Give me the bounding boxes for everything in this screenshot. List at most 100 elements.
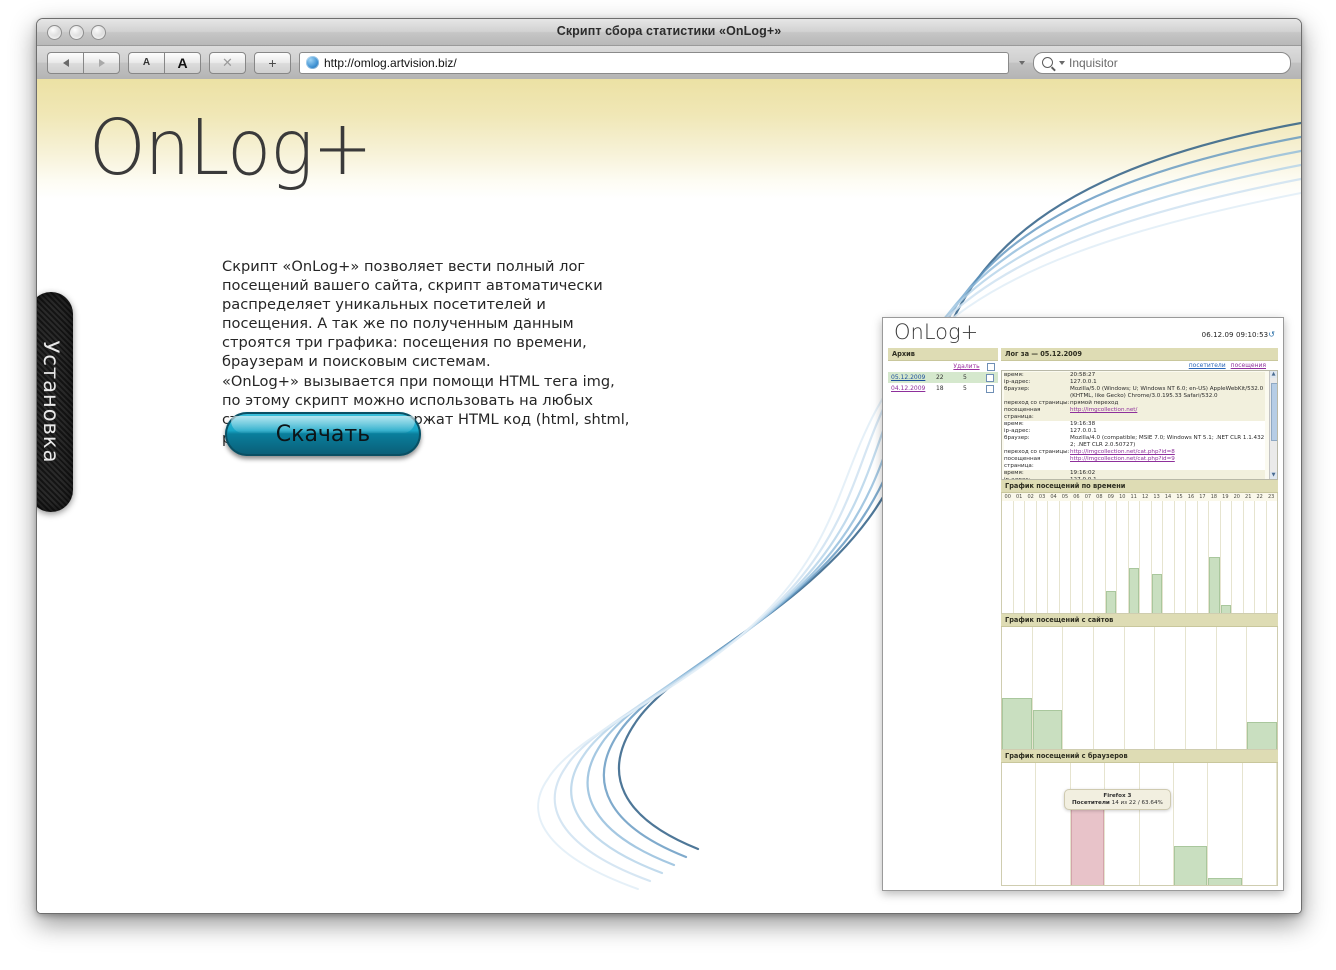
address-bar[interactable]: http://omlog.artvision.biz/ (299, 51, 1009, 74)
chart-time-axis: 00 01 02 03 04 05 06 07 08 09 10 11 12 13 14 15 16 17 18 19… (1001, 493, 1278, 501)
download-button[interactable]: Скачать (225, 412, 421, 456)
forward-button[interactable] (83, 51, 120, 74)
chart-bar[interactable] (1002, 697, 1032, 749)
archive-date-link[interactable]: 05.12.2009 (891, 374, 926, 381)
tooltip-value: 14 из 22 / 63.64% (1111, 800, 1163, 806)
chart-bar[interactable] (1208, 877, 1242, 885)
chart-column[interactable] (1083, 501, 1094, 613)
chart-bar[interactable] (1151, 573, 1162, 613)
window-titlebar[interactable]: Скрипт сбора статистики «OnLog+» (37, 19, 1301, 46)
chart-column[interactable] (1032, 627, 1064, 749)
zoom-button[interactable] (91, 25, 106, 40)
chart-column[interactable] (1163, 501, 1175, 613)
minimize-button[interactable] (69, 25, 84, 40)
select-all-checkbox[interactable] (987, 362, 995, 371)
chart-bar[interactable] (1220, 605, 1231, 613)
hour-label: 19 (1222, 494, 1229, 500)
add-tab-button[interactable]: + (254, 51, 291, 74)
row-checkbox[interactable] (985, 373, 994, 382)
log-value-referer[interactable]: http://imgcollection.net/cat.php?id=8 (1070, 449, 1175, 455)
chart-column[interactable] (1025, 501, 1037, 613)
chart-bar[interactable] (1247, 722, 1278, 749)
row-checkbox[interactable] (985, 384, 994, 393)
list-item: время:19:16:02 ip-адрес:127.0.0.1 браузе… (1004, 470, 1265, 479)
chart-bar[interactable] (1173, 845, 1208, 885)
chart-column[interactable] (1244, 501, 1255, 613)
chart-column[interactable] (1048, 501, 1060, 613)
log-scroll-area[interactable]: время: 20:58:27 ip-адрес: 127.0.0.1 браузе… (1001, 370, 1278, 480)
chart-column[interactable] (1267, 501, 1278, 613)
install-side-tab[interactable]: Установка (37, 292, 73, 512)
chart-bar[interactable] (1070, 802, 1105, 885)
table-row[interactable]: 04.12.2009 18 5 (888, 383, 998, 394)
chart-column[interactable] (1208, 763, 1243, 885)
chart-column[interactable] (1175, 501, 1186, 613)
scroll-down-icon[interactable]: ▼ (1270, 472, 1277, 479)
log-label-ip: ip-адрес: (1004, 428, 1031, 434)
forward-arrow-icon (98, 58, 105, 67)
chart-column[interactable] (1105, 763, 1140, 885)
chart-column[interactable] (1063, 627, 1095, 749)
search-input[interactable]: Inquisitor (1033, 51, 1291, 74)
chart-column[interactable] (1247, 627, 1278, 749)
chart-column[interactable] (1151, 501, 1163, 613)
log-link-visits[interactable]: посещения (1230, 362, 1266, 369)
delete-all-link[interactable]: Удалить (953, 363, 980, 370)
text-size-buttons: A A (128, 51, 201, 74)
chart-column[interactable] (1071, 501, 1083, 613)
chart-column[interactable] (1140, 501, 1152, 613)
chart-column[interactable] (1209, 501, 1221, 613)
chart-column[interactable] (1105, 501, 1117, 613)
refresh-icon[interactable]: ↺ (1268, 330, 1275, 339)
chart-column[interactable] (1125, 627, 1156, 749)
chart-column[interactable] (1220, 501, 1232, 613)
chart-column[interactable] (1128, 501, 1140, 613)
chart-column[interactable] (1140, 763, 1174, 885)
chart-column[interactable] (1155, 627, 1187, 749)
app-screenshot-preview[interactable]: OnLog+ 06.12.09 09:10:53↺ Архив Удалить (882, 317, 1284, 891)
chart-column[interactable] (1094, 627, 1125, 749)
chart-bar[interactable] (1209, 557, 1220, 613)
log-link-visitors[interactable]: посетители (1188, 362, 1226, 369)
download-button-label: Скачать (275, 421, 371, 447)
back-button[interactable] (47, 51, 83, 74)
stop-button[interactable]: ✕ (209, 51, 246, 74)
text-smaller-button[interactable]: A (128, 51, 164, 74)
close-button[interactable] (47, 25, 62, 40)
scrollbar-thumb[interactable] (1271, 383, 1277, 441)
search-engine-chevron-icon[interactable] (1059, 60, 1065, 65)
chart-column[interactable] (1117, 501, 1129, 613)
chart-column[interactable] (1070, 763, 1106, 885)
chart-column[interactable] (1014, 501, 1025, 613)
chart-column[interactable] (1243, 763, 1277, 885)
chart-column[interactable] (1198, 501, 1209, 613)
chart-column[interactable] (1002, 763, 1037, 885)
log-value-page[interactable]: http://imgcollection.net/ (1070, 407, 1138, 413)
chart-column[interactable] (1036, 763, 1071, 885)
chart-column[interactable] (1094, 501, 1106, 613)
archive-visits: 5 (963, 374, 967, 381)
chart-column[interactable] (1173, 763, 1209, 885)
chart-bar[interactable] (1032, 709, 1063, 749)
chart-bar[interactable] (1105, 590, 1116, 613)
scrollbar[interactable]: ▲ ▼ (1269, 371, 1277, 479)
chart-column[interactable] (1255, 501, 1267, 613)
chart-column[interactable] (1186, 627, 1217, 749)
chart-column[interactable] (1232, 501, 1244, 613)
chevron-down-icon[interactable] (1019, 60, 1025, 65)
log-value-page[interactable]: http://imgcollection.net/cat.php?id=9 (1070, 456, 1175, 462)
chart-column[interactable] (1186, 501, 1198, 613)
chart-column[interactable] (1037, 501, 1048, 613)
chart-column[interactable] (1002, 501, 1014, 613)
text-larger-button[interactable]: A (164, 51, 201, 74)
table-row[interactable]: 05.12.2009 22 5 (888, 372, 998, 383)
chart-column[interactable] (1060, 501, 1071, 613)
archive-date-link[interactable]: 04.12.2009 (891, 385, 926, 392)
chart-bar[interactable] (1128, 568, 1139, 613)
timestamp-text: 06.12.09 09:10:53 (1201, 331, 1269, 339)
scroll-up-icon[interactable]: ▲ (1270, 371, 1277, 378)
chart-column[interactable] (1002, 627, 1033, 749)
chart-column[interactable] (1217, 627, 1248, 749)
hour-label: 18 (1210, 494, 1218, 500)
window-controls[interactable] (47, 25, 106, 40)
